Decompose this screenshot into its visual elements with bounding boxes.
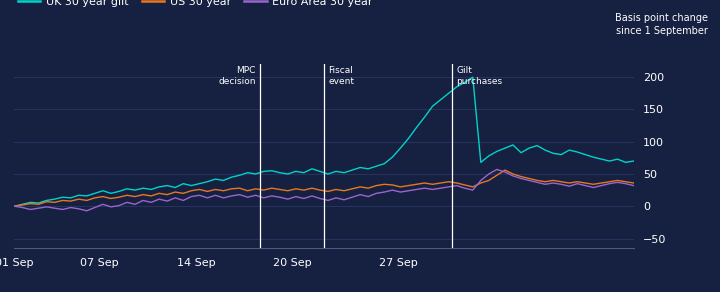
Text: Basis point change
since 1 September: Basis point change since 1 September bbox=[615, 13, 708, 36]
Text: Fiscal
event: Fiscal event bbox=[328, 66, 354, 86]
Text: MPC
decision: MPC decision bbox=[218, 66, 256, 86]
Legend: UK 30 year gilt, US 30 year, Euro Area 30 year: UK 30 year gilt, US 30 year, Euro Area 3… bbox=[14, 0, 377, 11]
Text: Gilt
purchases: Gilt purchases bbox=[456, 66, 503, 86]
